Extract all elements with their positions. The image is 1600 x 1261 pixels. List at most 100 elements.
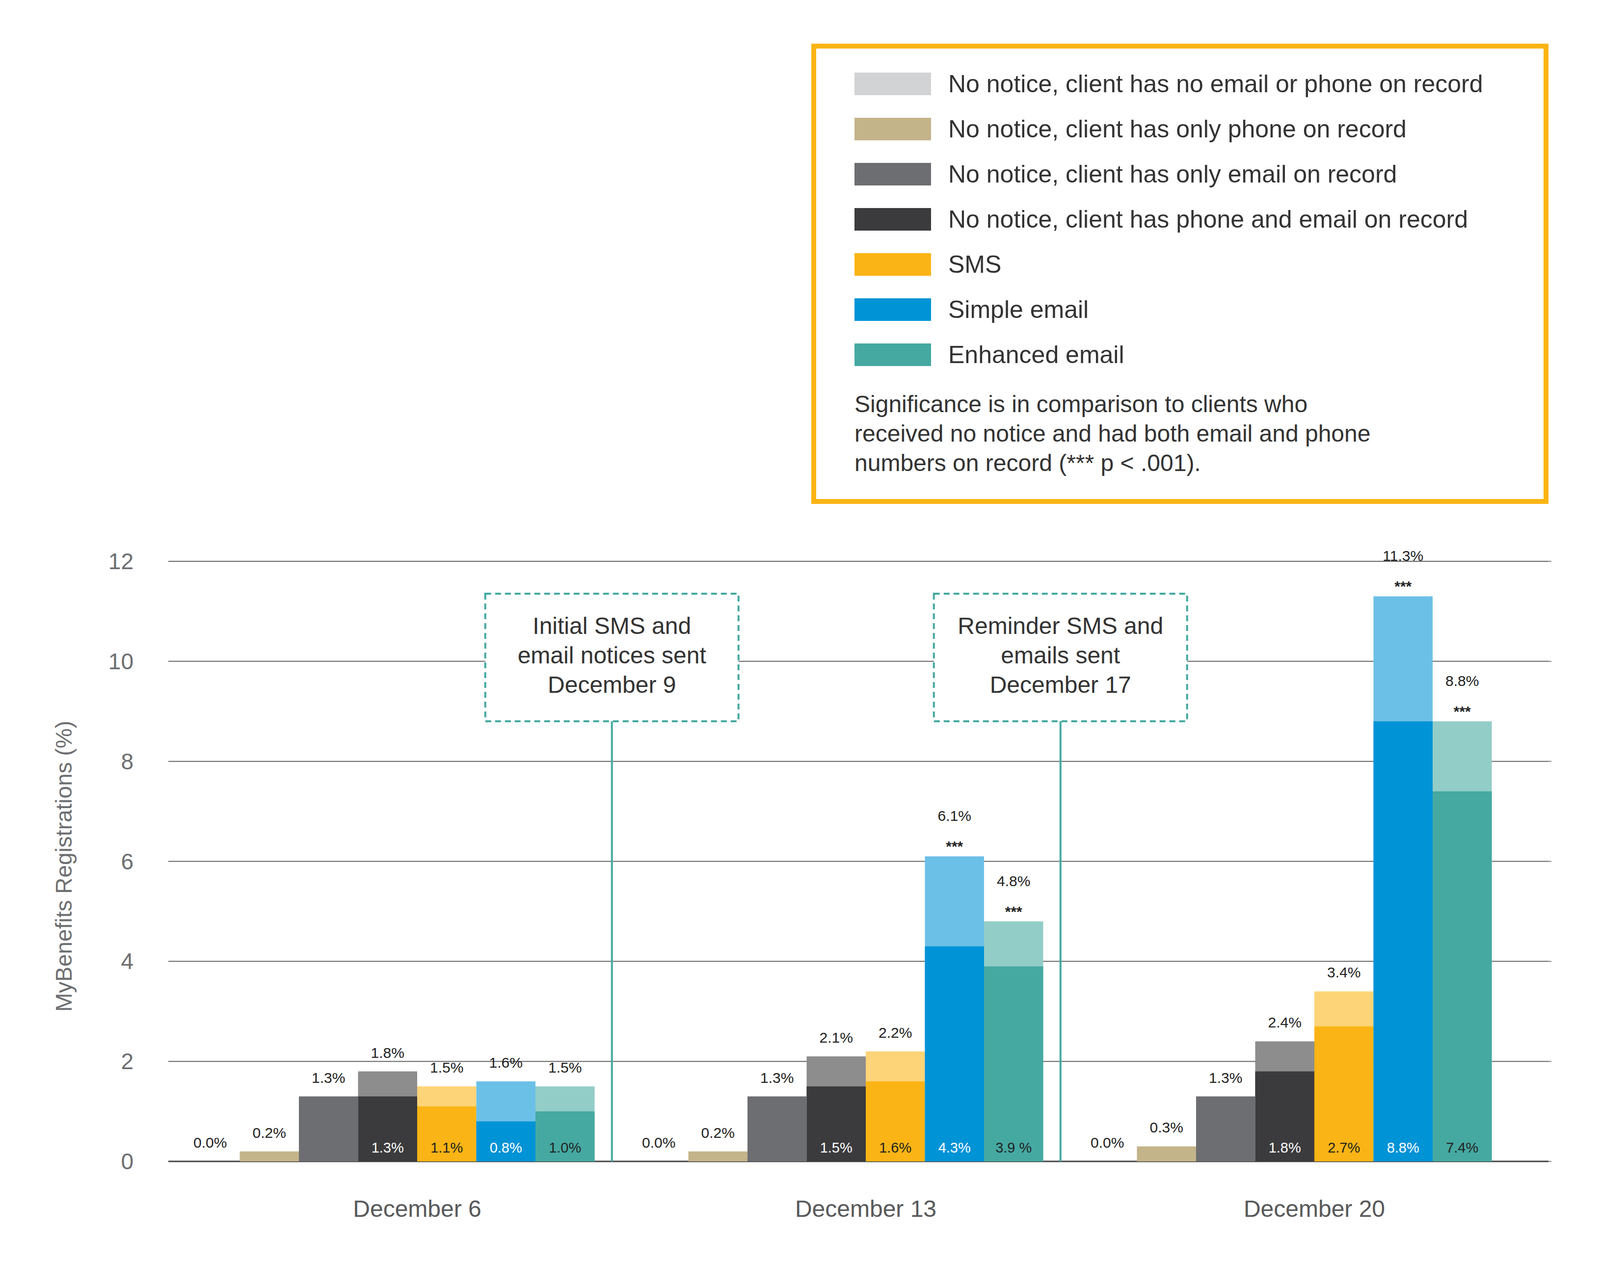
annotation-text: email notices sent — [517, 642, 707, 669]
data-label: 0.0% — [1090, 1134, 1124, 1151]
data-label: 1.6% — [489, 1054, 523, 1071]
bar — [806, 1056, 867, 1162]
bar-base — [865, 1081, 926, 1162]
data-label: 0.2% — [701, 1124, 735, 1142]
bar — [417, 1086, 477, 1162]
grid-line — [168, 560, 1549, 562]
legend-swatch — [854, 162, 932, 186]
data-label: 6.1% — [937, 807, 972, 825]
bar-base — [476, 1121, 536, 1162]
bar — [747, 1096, 807, 1162]
bar — [629, 1161, 689, 1163]
legend-label: No notice, client has only phone on reco… — [948, 115, 1407, 143]
bar — [1137, 1146, 1197, 1162]
bar-base — [1255, 1071, 1315, 1162]
legend-note: Significance is in comparison to clients… — [854, 391, 1308, 418]
axis-line — [168, 561, 169, 1162]
bar — [240, 1151, 300, 1162]
tick-mark — [1548, 560, 1552, 562]
bar-base — [358, 1096, 418, 1162]
tick-mark — [1548, 960, 1552, 962]
legend-swatch — [854, 298, 932, 321]
y-tick-label: 2 — [120, 1048, 134, 1075]
data-label: 2.2% — [878, 1024, 912, 1041]
data-label: 0.0% — [193, 1134, 227, 1151]
legend-label: Enhanced email — [948, 341, 1125, 369]
data-label: 11.3% — [1382, 547, 1424, 564]
legend-label: No notice, client has only email on reco… — [948, 160, 1397, 188]
bar-base — [1314, 1026, 1374, 1162]
grid-line — [168, 861, 1549, 863]
bar-base — [925, 946, 985, 1162]
bar — [535, 1086, 595, 1162]
legend-swatch — [854, 72, 932, 96]
background — [0, 0, 1600, 1261]
data-label: 0.3% — [1149, 1119, 1184, 1136]
x-tick-label: December 6 — [352, 1196, 481, 1223]
legend-swatch — [854, 343, 932, 367]
legend-swatch — [854, 208, 932, 231]
bar — [476, 1081, 536, 1162]
y-tick-label: 0 — [120, 1148, 134, 1175]
significance: *** — [1394, 578, 1412, 595]
annotation-line — [1059, 721, 1062, 1162]
data-label: 1.5% — [548, 1059, 582, 1076]
data-label: 1.3% — [760, 1069, 794, 1087]
bar-base — [417, 1106, 477, 1162]
annotation-text: Reminder SMS and — [957, 613, 1164, 640]
grid-line — [168, 960, 1549, 962]
legend-label: No notice, client has phone and email on… — [948, 205, 1468, 234]
annotation-box — [485, 593, 739, 722]
base-label: 1.1% — [430, 1140, 463, 1156]
bar — [1255, 1041, 1315, 1162]
tick-mark — [1548, 861, 1552, 863]
bar-base — [806, 1086, 867, 1162]
bar — [688, 1151, 748, 1162]
bar — [180, 1161, 240, 1163]
bar-base — [535, 1111, 595, 1162]
tick-mark — [1548, 661, 1552, 663]
bar — [358, 1071, 418, 1162]
bar — [1077, 1161, 1138, 1163]
bar-base — [1432, 791, 1493, 1162]
x-tick-label: December 13 — [795, 1196, 937, 1223]
bar — [1314, 991, 1374, 1162]
legend-box — [813, 46, 1547, 502]
y-tick-label: 8 — [120, 748, 134, 775]
base-label: 1.8% — [1268, 1140, 1302, 1156]
annotation-text: December 9 — [547, 671, 676, 698]
bar — [925, 856, 985, 1162]
annotation-text: Initial SMS and — [532, 613, 692, 640]
grid-line — [168, 661, 1549, 663]
y-tick-label: 6 — [120, 849, 134, 875]
bar — [865, 1051, 926, 1162]
legend-label: Simple email — [948, 295, 1089, 324]
base-label: 8.8% — [1386, 1140, 1420, 1156]
legend-note: received no notice and had both email an… — [854, 420, 1371, 447]
annotation-text: emails sent — [1000, 642, 1120, 669]
base-label: 7.4% — [1445, 1140, 1479, 1156]
bar — [1373, 596, 1434, 1162]
annotation-text: December 17 — [989, 671, 1132, 698]
bar — [1196, 1096, 1256, 1162]
base-label: 1.3% — [371, 1140, 404, 1156]
base-label: 0.8% — [489, 1140, 523, 1156]
annotation-line — [611, 721, 614, 1162]
legend-label: No notice, client has no email or phone … — [948, 70, 1484, 98]
significance: *** — [945, 838, 963, 855]
x-tick-label: December 20 — [1243, 1196, 1386, 1223]
significance: *** — [1453, 703, 1471, 720]
y-tick-label: 4 — [120, 948, 134, 975]
bar — [1432, 721, 1493, 1162]
data-labels: 0.0%0.0%0.0%0.2%0.2%0.3%1.3%1.3%1.3%1.3%… — [193, 547, 1479, 1156]
bar-base — [1373, 721, 1434, 1162]
data-label: 1.8% — [371, 1044, 405, 1062]
legend-swatch — [854, 253, 932, 276]
base-label: 1.0% — [548, 1140, 582, 1156]
data-label: 1.3% — [1208, 1069, 1243, 1087]
bars — [240, 596, 1493, 1162]
tick-mark — [1548, 1061, 1552, 1063]
data-label: 1.5% — [429, 1059, 464, 1076]
annotation-box — [933, 593, 1188, 722]
tick-mark — [1548, 761, 1552, 763]
